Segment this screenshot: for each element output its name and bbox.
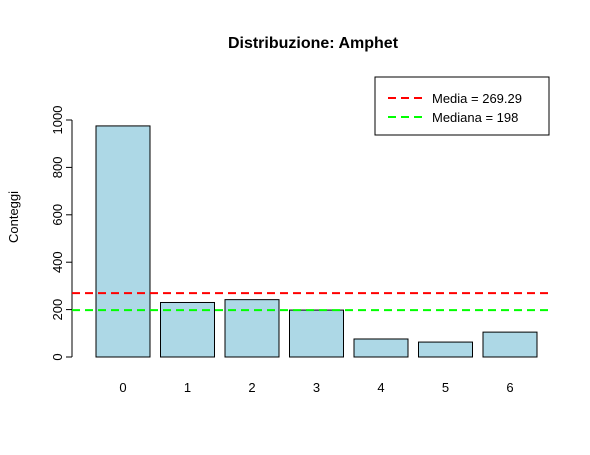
- y-tick-label: 200: [50, 299, 65, 321]
- x-tick-label: 6: [506, 380, 513, 395]
- legend-label: Media = 269.29: [432, 91, 522, 106]
- legend-box: [374, 76, 550, 136]
- x-tick-label: 0: [119, 380, 126, 395]
- y-tick-label: 600: [50, 204, 65, 226]
- x-tick-labels: 0 1 2 3 4 5 6: [119, 380, 513, 395]
- y-tick-label: 0: [50, 353, 65, 360]
- reference-lines: [72, 292, 550, 312]
- bar: [224, 299, 280, 358]
- legend: Media = 269.29 Mediana = 198: [374, 76, 550, 136]
- x-tick-label: 3: [313, 380, 320, 395]
- y-axis: 0 200 400 600 800 1000: [50, 106, 73, 361]
- bar: [353, 338, 409, 358]
- y-axis-label: Conteggi: [6, 191, 21, 243]
- y-tick-label: 800: [50, 157, 65, 179]
- bar: [289, 309, 344, 358]
- bar: [95, 125, 151, 358]
- bars: [95, 125, 538, 358]
- chart-title: Distribuzione: Amphet: [228, 35, 399, 52]
- bar: [482, 331, 538, 358]
- x-tick-label: 4: [377, 380, 384, 395]
- x-tick-label: 5: [442, 380, 449, 395]
- bar: [160, 301, 215, 358]
- y-tick-label: 1000: [50, 106, 65, 135]
- x-tick-label: 1: [184, 380, 191, 395]
- x-tick-label: 2: [248, 380, 255, 395]
- bar: [418, 341, 473, 358]
- y-tick-label: 400: [50, 251, 65, 273]
- legend-label: Mediana = 198: [432, 110, 518, 125]
